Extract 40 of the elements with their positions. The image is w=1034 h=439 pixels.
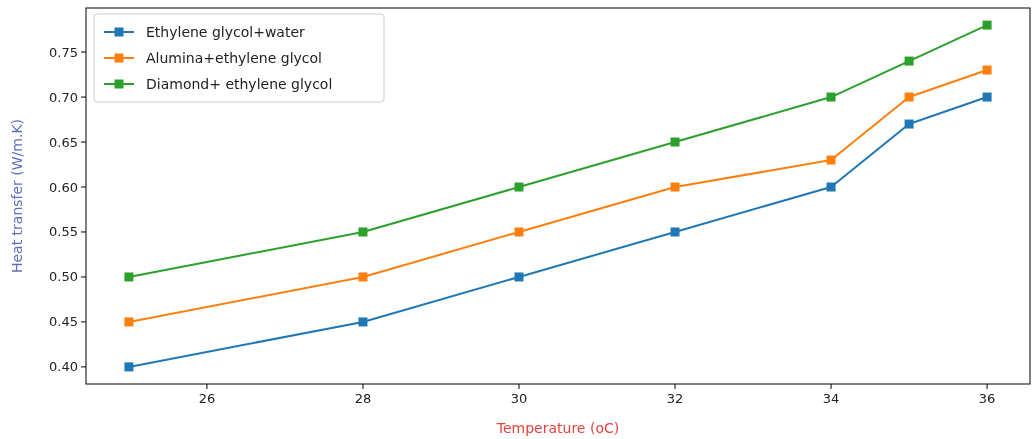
point xyxy=(826,155,836,165)
y-axis-title: Heat transfer (W/m.K) xyxy=(9,118,25,274)
legend-label: Alumina+ethylene glycol xyxy=(146,50,322,66)
y-tick-label: 0.50 xyxy=(49,269,78,285)
x-tick-label: 34 xyxy=(822,391,840,406)
point xyxy=(982,20,992,30)
y-tick-label: 0.40 xyxy=(49,359,78,375)
point xyxy=(514,227,524,237)
y-tick-label: 0.70 xyxy=(49,89,78,105)
y-tick-label: 0.60 xyxy=(49,179,78,195)
point xyxy=(358,227,368,237)
point xyxy=(514,272,524,282)
x-tick-label: 26 xyxy=(198,391,216,406)
point xyxy=(670,182,680,192)
point xyxy=(514,182,524,192)
point xyxy=(904,92,914,102)
x-tick-label: 32 xyxy=(666,391,684,406)
point xyxy=(670,137,680,147)
y-tick-label: 0.75 xyxy=(49,44,78,60)
point xyxy=(826,92,836,102)
y-tick-label: 0.55 xyxy=(49,224,78,240)
point xyxy=(124,272,134,282)
point xyxy=(826,182,836,192)
point xyxy=(358,317,368,327)
y-tick-label: 0.65 xyxy=(49,134,78,150)
point xyxy=(982,65,992,75)
point xyxy=(904,119,914,129)
point xyxy=(982,92,992,102)
point xyxy=(124,362,134,372)
point xyxy=(358,272,368,282)
x-tick-label: 36 xyxy=(978,391,996,406)
point xyxy=(670,227,680,237)
legend-label: Diamond+ ethylene glycol xyxy=(146,76,333,92)
x-tick-label: 28 xyxy=(354,391,372,406)
x-tick-label: 30 xyxy=(510,391,528,406)
x-axis-title: Temperature (oC) xyxy=(495,420,620,436)
point xyxy=(904,56,914,66)
legend-label: Ethylene glycol+water xyxy=(146,24,306,40)
y-tick-label: 0.45 xyxy=(49,314,78,330)
point xyxy=(124,317,134,327)
